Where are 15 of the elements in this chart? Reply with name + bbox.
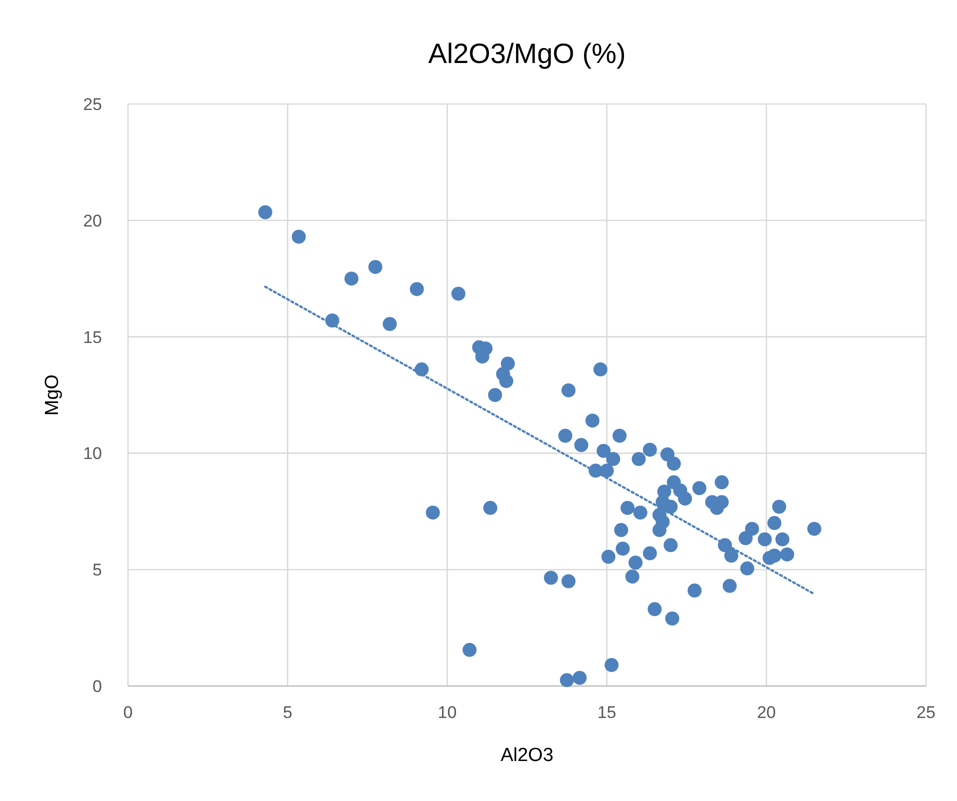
x-tick-label: 15 [597, 703, 616, 722]
y-axis-title: MgO [42, 374, 63, 416]
x-tick-label: 5 [282, 703, 292, 722]
y-tick-label: 25 [83, 95, 102, 114]
x-tick-label: 20 [756, 703, 776, 722]
x-axis-title: Al2O3 [500, 745, 554, 766]
x-tick-label: 0 [123, 703, 133, 722]
y-tick-label: 5 [92, 560, 102, 580]
chart-title: Al2O3/MgO (%) [428, 38, 626, 69]
y-tick-label: 15 [83, 328, 102, 347]
y-tick-label: 10 [83, 444, 102, 464]
y-tick-label: 0 [92, 677, 102, 696]
x-tick-label: 25 [916, 703, 936, 722]
x-tick-label: 10 [438, 703, 457, 722]
y-tick-label: 20 [83, 211, 102, 230]
